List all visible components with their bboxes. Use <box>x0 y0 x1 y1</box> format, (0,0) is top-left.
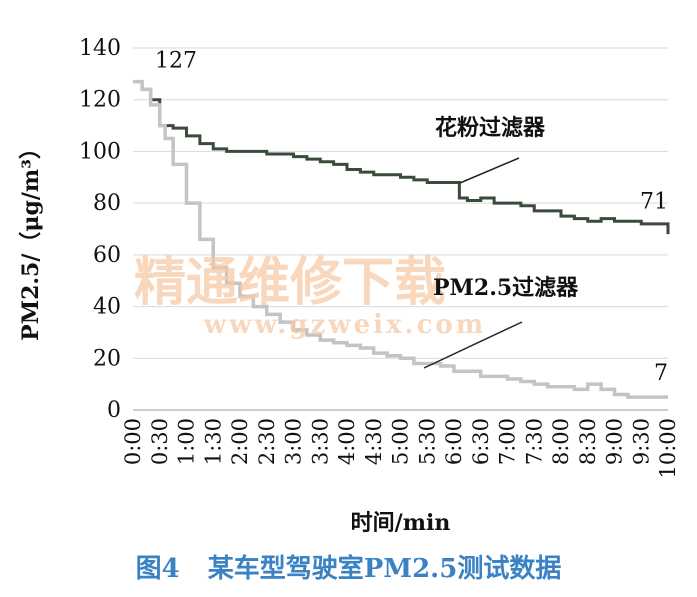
y-tick-label: 40 <box>93 295 121 320</box>
grid-layer <box>133 47 668 359</box>
figure-number: 图4 <box>135 554 180 584</box>
x-tick-label: 2:00 <box>228 418 252 465</box>
y-tick-label: 20 <box>93 346 121 371</box>
x-tick-label: 7:30 <box>522 418 546 465</box>
y-tick-label: 120 <box>79 88 121 113</box>
y-axis-title: PM2.5/（μg/m³） <box>18 137 44 341</box>
series-leader-line <box>423 321 523 369</box>
series-line-pm25-filter <box>133 79 668 399</box>
y-tick-label: 140 <box>79 36 121 61</box>
x-tick-label: 3:30 <box>308 418 332 465</box>
x-tick-label: 9:00 <box>603 418 627 465</box>
x-tick-label: 7:00 <box>496 418 520 465</box>
axis-layer: 0 20 40 60 80 100 120 140 0:00 0:30 1:00 1:30 2:00 2:… <box>18 36 680 536</box>
x-tick-label: 6:00 <box>442 418 466 465</box>
x-tick-label: 4:30 <box>362 418 386 465</box>
x-tick-label: 1:00 <box>175 418 199 465</box>
data-label: 127 <box>155 49 197 74</box>
data-label: 71 <box>640 189 668 214</box>
series-label: PM2.5过滤器 <box>433 275 579 301</box>
x-tick-label: 8:30 <box>576 418 600 465</box>
x-tick-label: 8:00 <box>549 418 573 465</box>
x-tick-label: 6:30 <box>469 418 493 465</box>
figure-caption: 图4 某车型驾驶室PM2.5测试数据 <box>0 548 697 585</box>
series-layer <box>133 79 670 399</box>
watermark-url: www.gzweix.com <box>203 310 487 340</box>
y-tick-label: 0 <box>107 398 121 423</box>
x-tick-label: 0:30 <box>148 418 172 465</box>
series-label: 花粉过滤器 <box>435 115 546 141</box>
x-tick-label: 3:00 <box>282 418 306 465</box>
label-layer: 花粉过滤器 PM2.5过滤器 127 71 7 <box>155 49 668 386</box>
watermark-text: 精通维修下载 <box>134 252 446 313</box>
y-tick-label: 100 <box>79 139 121 164</box>
x-axis-title: 时间/min <box>351 510 451 536</box>
x-tick-label: 10:00 <box>656 418 680 479</box>
series-line-pollen-filter <box>133 80 670 235</box>
x-tick-label: 4:00 <box>335 418 359 465</box>
x-tick-label: 5:30 <box>415 418 439 465</box>
data-label: 7 <box>654 361 668 386</box>
y-tick-label: 60 <box>93 243 121 268</box>
y-tick-label: 80 <box>93 191 121 216</box>
x-tick-label: 1:30 <box>201 418 225 465</box>
x-tick-label: 9:30 <box>629 418 653 465</box>
figure-caption-text: 某车型驾驶室PM2.5测试数据 <box>207 554 562 584</box>
series-leader-line <box>459 157 520 184</box>
x-tick-label: 2:30 <box>255 418 279 465</box>
x-tick-label: 0:00 <box>121 418 145 465</box>
x-tick-label: 5:00 <box>389 418 413 465</box>
